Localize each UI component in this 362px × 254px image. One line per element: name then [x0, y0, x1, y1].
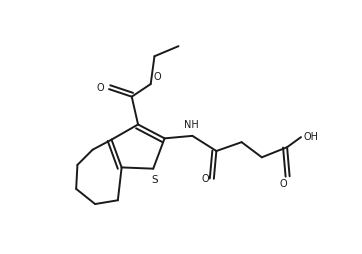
Text: O: O — [202, 174, 209, 184]
Text: NH: NH — [184, 120, 198, 130]
Text: O: O — [153, 72, 161, 82]
Text: OH: OH — [303, 132, 318, 142]
Text: O: O — [97, 83, 105, 93]
Text: O: O — [279, 179, 287, 189]
Text: S: S — [151, 175, 158, 185]
